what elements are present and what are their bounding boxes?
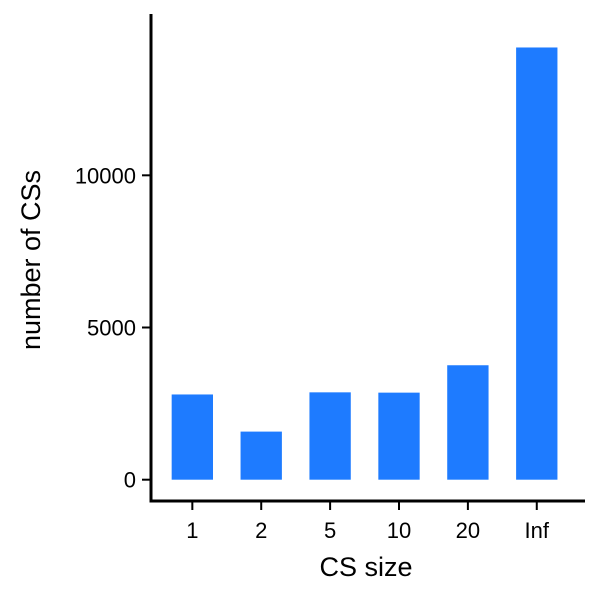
bar-Inf (516, 47, 558, 480)
x-tick-label: 10 (387, 518, 411, 543)
x-axis-ticks: 1 2 5 10 20 Inf (186, 501, 550, 543)
y-axis-title: number of CSs (16, 170, 46, 350)
x-tick-label: 20 (456, 518, 480, 543)
y-tick-label: 10000 (75, 163, 136, 188)
x-tick-label: 2 (255, 518, 267, 543)
y-tick-label: 5000 (87, 316, 136, 341)
x-tick-label: 5 (324, 518, 336, 543)
y-axis-ticks: 0 5000 10000 (75, 163, 151, 493)
y-tick-label: 0 (124, 468, 136, 493)
bar-20 (447, 365, 489, 480)
bar-1 (171, 394, 213, 480)
bars-group (171, 47, 558, 480)
bar-5 (309, 392, 351, 480)
bar-10 (378, 392, 420, 480)
bar-2 (240, 431, 282, 480)
x-tick-label: Inf (525, 518, 550, 543)
x-tick-label: 1 (186, 518, 198, 543)
x-axis-title: CS size (319, 552, 412, 582)
